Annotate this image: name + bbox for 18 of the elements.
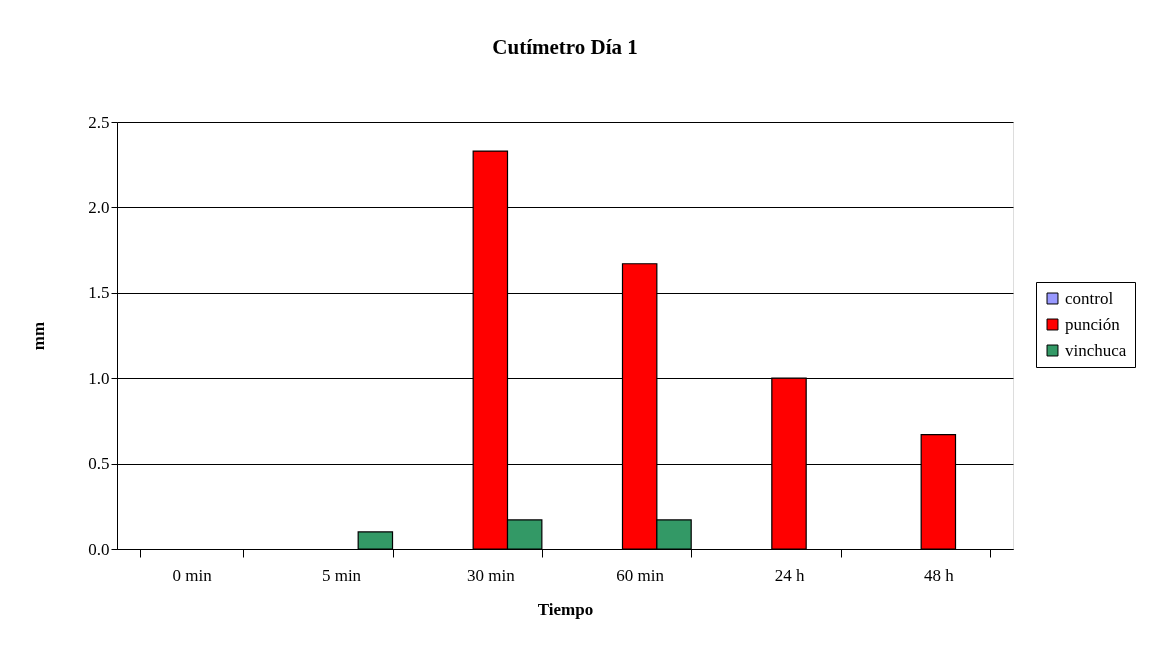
chart-title: Cutímetro Día 1	[492, 35, 638, 59]
x-tick-label: 0 min	[172, 565, 213, 585]
y-tick-label: 2.0	[88, 197, 110, 217]
legend-label: control	[1065, 288, 1114, 308]
y-tick-label: 1.5	[88, 283, 110, 303]
y-tick-label: 2.5	[88, 112, 110, 132]
y-tick-label: 0.5	[88, 454, 110, 474]
x-tick-label: 24 h	[774, 565, 805, 585]
y-tick-label: 0.0	[88, 539, 110, 559]
legend-label: punción	[1065, 314, 1121, 334]
legend-label: vinchuca	[1065, 340, 1127, 360]
x-tick-label: 5 min	[321, 565, 362, 585]
x-tick-label: 48 h	[923, 565, 955, 585]
y-tick-label: 1.0	[88, 368, 110, 388]
x-tick-label: 30 min	[466, 565, 516, 585]
x-tick-label: 60 min	[616, 565, 665, 585]
y-axis-title: mm	[29, 321, 49, 351]
x-axis-title: Tiempo	[537, 599, 594, 619]
